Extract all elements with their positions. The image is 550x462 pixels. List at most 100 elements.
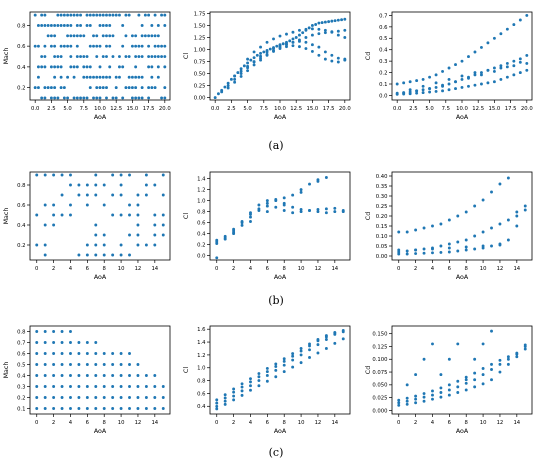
data-point: [422, 399, 426, 403]
data-point: [223, 396, 227, 400]
data-point: [119, 363, 123, 366]
data-point: [473, 73, 477, 77]
data-point: [75, 55, 79, 58]
x-tick-label: 10.0: [456, 106, 468, 112]
data-point: [95, 44, 99, 48]
x-tick-label: 4: [249, 266, 253, 272]
data-point: [150, 24, 154, 27]
data-point: [323, 31, 327, 35]
data-point: [153, 86, 157, 90]
data-point: [249, 211, 252, 215]
data-point: [239, 72, 243, 76]
data-point: [128, 233, 131, 237]
data-point: [454, 87, 457, 91]
x-tick-label: 7.5: [442, 106, 450, 112]
x-tick-label: 0: [215, 266, 219, 272]
data-point: [515, 351, 519, 355]
data-point: [69, 183, 72, 187]
data-point: [490, 362, 493, 366]
data-point: [35, 330, 39, 333]
y-tick-label: 1.0: [197, 199, 206, 205]
data-point: [333, 341, 337, 345]
data-point: [240, 382, 244, 386]
data-point: [515, 214, 519, 218]
data-point: [136, 396, 140, 399]
data-point: [421, 88, 425, 92]
data-point: [498, 243, 502, 247]
data-point: [291, 211, 295, 215]
data-point: [60, 193, 64, 197]
data-point: [333, 330, 337, 334]
y-tick-label: 0.15: [376, 224, 388, 230]
x-tick-label: 17.5: [323, 106, 335, 112]
data-point: [140, 86, 144, 90]
x-tick-label: 12: [315, 420, 322, 426]
y-tick-label: 0.1: [379, 82, 387, 88]
data-point: [62, 96, 66, 100]
data-point: [333, 210, 337, 214]
data-point: [102, 253, 106, 257]
data-point: [72, 13, 76, 17]
y-tick-label: 0.40: [376, 174, 388, 180]
data-point: [333, 332, 337, 336]
x-tick-label: 4: [69, 266, 73, 272]
data-point: [69, 396, 72, 399]
data-point: [105, 44, 108, 48]
x-tick-label: 2: [232, 266, 235, 272]
data-point: [102, 352, 106, 355]
data-point: [512, 64, 516, 68]
y-axis-label: Cl: [183, 367, 190, 373]
data-point: [498, 182, 502, 186]
data-point: [336, 29, 340, 33]
data-point: [473, 50, 477, 54]
data-point: [285, 42, 288, 46]
data-point: [140, 96, 144, 100]
row-label-b: (b): [268, 294, 284, 307]
data-point: [163, 13, 167, 17]
data-point: [492, 36, 496, 40]
data-point: [447, 393, 451, 397]
data-point: [130, 44, 134, 48]
data-point: [111, 352, 115, 355]
data-point: [402, 91, 406, 95]
data-point: [85, 183, 89, 187]
data-point: [421, 77, 425, 81]
data-point: [265, 210, 269, 214]
y-tick-label: 0.25: [376, 204, 388, 210]
data-point: [464, 210, 468, 214]
data-point: [274, 365, 278, 368]
data-point: [77, 253, 81, 257]
x-tick-label: 15.0: [127, 106, 139, 112]
data-point: [127, 86, 131, 90]
x-tick-label: 0: [35, 420, 39, 426]
y-axis-label: Cl: [183, 213, 190, 219]
data-point: [249, 380, 252, 384]
data-point: [299, 353, 303, 357]
data-point: [456, 342, 460, 346]
data-point: [240, 389, 244, 393]
x-tick-label: 10: [118, 420, 125, 426]
data-point: [317, 45, 321, 49]
data-point: [215, 242, 219, 245]
y-tick-label: 0.2: [379, 70, 387, 76]
data-point: [464, 248, 468, 252]
data-point: [456, 240, 460, 244]
data-point: [128, 213, 131, 217]
data-point: [43, 374, 47, 377]
data-point: [161, 385, 165, 388]
data-point: [60, 385, 64, 388]
data-point: [69, 374, 72, 377]
data-point: [441, 69, 445, 73]
data-point: [117, 13, 121, 17]
data-point: [232, 398, 236, 402]
data-point: [111, 13, 115, 17]
data-point: [119, 407, 123, 410]
data-point: [428, 87, 432, 91]
x-tick-label: 20.0: [159, 106, 171, 112]
y-tick-label: 0.050: [372, 383, 388, 389]
data-point: [515, 352, 519, 356]
data-point: [518, 57, 522, 61]
data-point: [486, 68, 490, 72]
